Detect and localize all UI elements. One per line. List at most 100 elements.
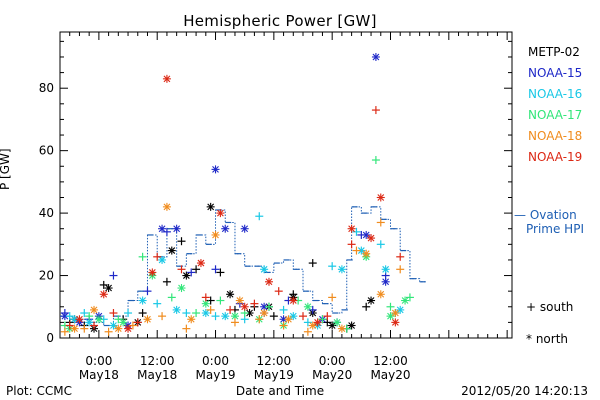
- x-tick-date-label: May18: [137, 368, 177, 382]
- south-point: [352, 227, 361, 236]
- south-point: [279, 321, 288, 330]
- south-point: [153, 299, 162, 308]
- south-point: [65, 312, 74, 321]
- north-point: [367, 296, 376, 305]
- south-point: [138, 309, 147, 318]
- x-tick-date-label: May20: [370, 368, 410, 382]
- x-tick-time-label: 12:00: [257, 354, 292, 368]
- data-points: [60, 52, 414, 336]
- south-point: [167, 293, 176, 302]
- north-point: [367, 234, 376, 243]
- south-point: [133, 318, 142, 327]
- legend-item-ovation: — Ovation Prime HPI: [514, 208, 584, 236]
- south-point: [90, 321, 99, 330]
- x-tick-time-label: 0:00: [319, 354, 346, 368]
- south-point: [376, 240, 385, 249]
- south-point: [162, 277, 171, 286]
- south-point: [138, 252, 147, 261]
- legend-item-noaa16: NOAA-16: [528, 87, 583, 101]
- y-tick-label: 20: [39, 269, 54, 283]
- north-point: [196, 259, 205, 268]
- south-point: [114, 315, 123, 324]
- south-point: [124, 309, 133, 318]
- x-tick-time-label: 0:00: [202, 354, 229, 368]
- north-point: [94, 315, 103, 324]
- north-point: [172, 224, 181, 233]
- south-point: [396, 252, 405, 261]
- north-point: [337, 324, 346, 333]
- south-point: [328, 262, 337, 271]
- x-tick-date-label: May20: [312, 368, 352, 382]
- south-point: [187, 268, 196, 277]
- south-point: [376, 218, 385, 227]
- plot-frame: [59, 31, 513, 339]
- south-point: [80, 309, 89, 318]
- north-point: [119, 318, 128, 327]
- x-tick-date-label: May19: [195, 368, 235, 382]
- north-point: [158, 224, 167, 233]
- south-point: [264, 302, 273, 311]
- north-point: [347, 224, 356, 233]
- y-tick-label: 80: [39, 81, 54, 95]
- north-point: [148, 268, 157, 277]
- south-point: [153, 252, 162, 261]
- north-point: [158, 255, 167, 264]
- north-point: [75, 315, 84, 324]
- legend-north-symbol: * north: [526, 332, 569, 346]
- legend-item-noaa18: NOAA-18: [528, 129, 583, 143]
- north-point: [109, 321, 118, 330]
- south-point: [303, 318, 312, 327]
- north-point: [391, 309, 400, 318]
- south-point: [362, 302, 371, 311]
- south-point: [201, 293, 210, 302]
- north-point: [284, 315, 293, 324]
- south-point: [405, 293, 414, 302]
- south-point: [162, 227, 171, 236]
- north-point: [337, 265, 346, 274]
- north-point: [362, 249, 371, 258]
- legend-item-noaa19: NOAA-19: [528, 150, 583, 164]
- north-point: [138, 296, 147, 305]
- y-axis: 0 20 40 60 80: [39, 40, 512, 345]
- south-point: [65, 321, 74, 330]
- south-point: [158, 312, 167, 321]
- north-point: [371, 52, 380, 61]
- north-point: [104, 284, 113, 293]
- north-point: [114, 324, 123, 333]
- legend-item-noaa15: NOAA-15: [528, 66, 583, 80]
- south-point: [60, 327, 69, 336]
- north-point: [386, 312, 395, 321]
- north-point: [177, 284, 186, 293]
- north-point: [167, 246, 176, 255]
- legend-item-metp02: METP-02: [528, 45, 580, 59]
- south-point: [211, 312, 220, 321]
- south-point: [182, 324, 191, 333]
- x-tick-time-label: 12:00: [373, 354, 408, 368]
- north-point: [216, 209, 225, 218]
- north-point: [172, 305, 181, 314]
- chart-title: Hemispheric Power [GW]: [183, 12, 377, 30]
- south-point: [396, 265, 405, 274]
- north-point: [201, 309, 210, 318]
- south-point: [352, 246, 361, 255]
- north-point: [85, 318, 94, 327]
- north-point: [221, 312, 230, 321]
- north-point: [376, 193, 385, 202]
- north-point: [226, 290, 235, 299]
- south-point: [206, 296, 215, 305]
- south-point: [182, 309, 191, 318]
- north-point: [362, 230, 371, 239]
- south-point: [192, 309, 201, 318]
- north-point: [401, 296, 410, 305]
- north-point: [264, 277, 273, 286]
- north-point: [60, 312, 69, 321]
- south-point: [80, 324, 89, 333]
- north-point: [90, 305, 99, 314]
- north-point: [376, 290, 385, 299]
- north-point: [206, 202, 215, 211]
- north-point: [396, 305, 405, 314]
- south-point: [347, 240, 356, 249]
- north-point: [162, 202, 171, 211]
- south-point: [323, 312, 332, 321]
